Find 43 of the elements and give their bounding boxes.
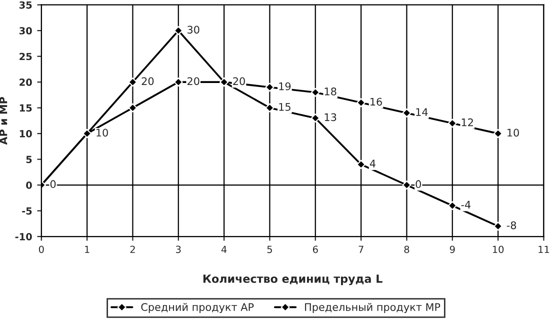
x-tick-label: 9 (450, 246, 455, 254)
data-label: 16 (370, 98, 382, 106)
y-tick-label: 35 (19, 1, 32, 9)
y-tick-label: -10 (15, 233, 32, 240)
data-label: 20 (187, 77, 200, 86)
data-label: -8 (506, 221, 516, 230)
x-tick-label: 6 (312, 246, 318, 254)
data-label: 4 (370, 160, 376, 168)
x-tick-label: 7 (358, 246, 364, 253)
x-tick-label: 0 (38, 246, 44, 254)
y-tick-label: 20 (20, 78, 32, 86)
data-label: 10 (96, 128, 108, 137)
legend-label: Средний продукт AP (141, 302, 254, 314)
x-tick-label: 8 (404, 246, 410, 254)
data-label: 13 (324, 113, 336, 122)
data-label: 18 (324, 88, 336, 96)
data-label: 0 (50, 180, 56, 188)
data-label: 19 (279, 82, 291, 90)
data-label: 14 (416, 108, 428, 116)
y-tick-label: 0 (26, 182, 32, 189)
legend-label: Предельный продукт MP (305, 302, 440, 314)
y-tick-label: 25 (20, 52, 32, 60)
x-tick-label: 10 (492, 246, 504, 254)
x-axis-title: Количество единиц труда L (203, 274, 382, 286)
y-tick-label: 10 (20, 130, 32, 138)
data-label: -4 (461, 200, 471, 209)
x-tick-label: 11 (538, 246, 550, 253)
y-tick-label: 15 (20, 104, 32, 112)
data-label: 12 (462, 118, 473, 126)
data-label: 20 (142, 77, 154, 86)
x-tick-label: 1 (85, 246, 90, 253)
y-tick-label: 30 (19, 27, 32, 34)
x-tick-label: 4 (221, 246, 227, 253)
x-tick-label: 2 (130, 246, 135, 253)
data-label: 0 (416, 180, 421, 188)
y-tick-label: -5 (22, 207, 32, 215)
x-tick-label: 3 (176, 246, 181, 254)
y-tick-label: 5 (26, 156, 32, 164)
x-tick-label: 5 (267, 246, 272, 254)
data-label: 15 (279, 103, 290, 111)
data-label: 20 (233, 77, 245, 86)
data-label: 10 (508, 128, 519, 137)
data-label: 30 (188, 26, 200, 34)
